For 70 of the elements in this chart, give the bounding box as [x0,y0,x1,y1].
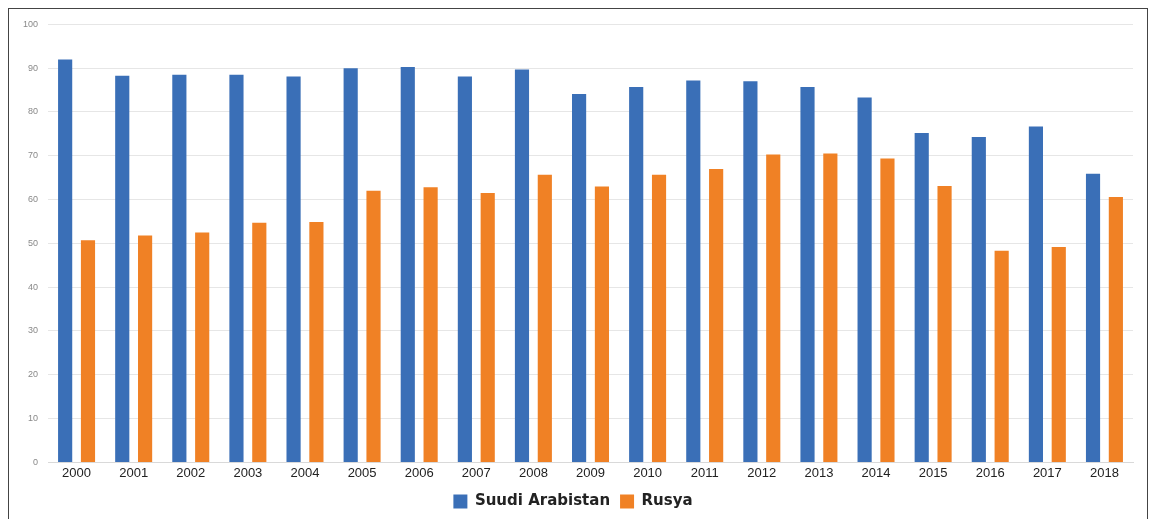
bar [537,174,552,462]
bar [594,186,610,462]
x-tick-label: 2001 [119,464,149,480]
x-tick-label: 2018 [1089,464,1119,480]
bar [343,68,358,462]
bar [58,59,73,462]
bar [480,193,495,462]
bar [1051,246,1066,462]
x-tick-label: 2013 [804,464,834,480]
bar [80,240,96,462]
bar [914,133,929,462]
x-tick-label: 2007 [461,464,491,480]
bar [857,97,872,462]
bar [937,186,952,462]
x-tick-label: 2012 [747,464,777,480]
bar [172,74,187,462]
bar [195,232,210,462]
y-tick-label: 0 [33,456,39,467]
bar [880,158,895,462]
bar [766,154,781,462]
bar [138,235,153,462]
bar [823,153,838,462]
bar [400,66,415,462]
x-tick-label: 2010 [633,464,663,480]
x-tick-label: 2004 [290,464,320,480]
bar [743,81,758,462]
y-tick-label: 70 [28,150,39,161]
bar [572,94,587,462]
bar [309,221,324,462]
x-tick-label: 2002 [176,464,206,480]
bar [629,87,644,462]
y-tick-label: 50 [28,237,39,248]
x-tick-label: 2009 [576,464,605,480]
y-tick-label: 90 [28,62,39,73]
bar [686,80,701,462]
x-tick-label: 2006 [404,464,434,480]
x-tick-label: 2017 [1032,464,1062,480]
y-tick-label: 10 [28,413,39,424]
x-tick-label: 2011 [690,464,719,480]
bar [423,187,438,462]
legend-label: Suudi Arabistan [474,491,611,510]
y-tick-label: 30 [28,325,39,336]
bar [651,174,667,462]
bar [514,69,530,462]
x-tick-label: 2015 [918,464,948,480]
bar [457,76,472,462]
bar [1028,126,1043,462]
x-tick-label: 2016 [975,464,1005,480]
bar [709,168,724,462]
bar [286,76,301,462]
x-tick-label: 2003 [233,464,263,480]
bar [971,136,986,462]
legend-label: Rusya [641,491,693,510]
y-tick-label: 40 [28,281,39,292]
y-tick-label: 20 [28,369,39,380]
bar [252,222,267,462]
y-tick-label: 60 [28,194,39,205]
bar [1085,173,1101,462]
bar [366,190,381,462]
bar [115,75,130,462]
x-tick-label: 2005 [347,464,377,480]
bar [229,74,244,462]
y-tick-label: 80 [28,106,39,117]
y-tick-label: 100 [22,18,39,29]
x-tick-label: 2008 [518,464,548,480]
bar [1108,196,1123,462]
bar [800,87,815,462]
x-tick-label: 2014 [861,464,891,480]
bar [994,250,1009,462]
x-tick-label: 2000 [62,464,92,480]
